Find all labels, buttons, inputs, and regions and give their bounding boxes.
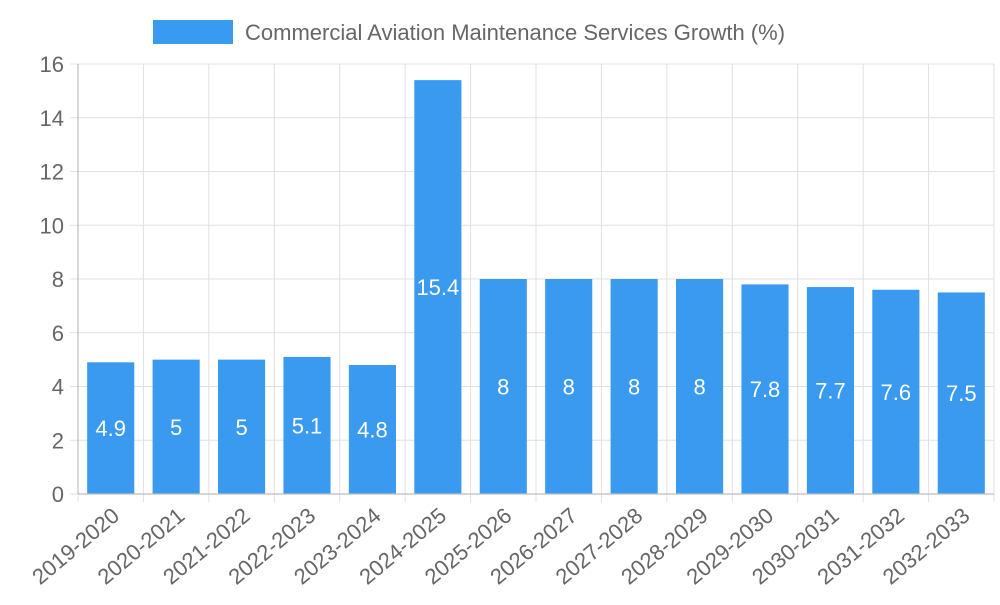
bar[interactable] (676, 279, 724, 494)
y-tick-label: 0 (52, 482, 64, 507)
bar-value-label: 7.6 (881, 380, 912, 405)
bar-value-label: 4.8 (357, 418, 388, 443)
bar-value-label: 7.8 (750, 377, 781, 402)
gridlines (70, 63, 995, 502)
bar[interactable] (806, 287, 854, 494)
bar-value-label: 8 (497, 375, 509, 400)
bar[interactable] (218, 359, 266, 494)
bar-value-label: 15.4 (416, 275, 459, 300)
bar-value-label: 4.9 (95, 416, 126, 441)
bar[interactable] (348, 365, 396, 494)
y-tick-label: 16 (40, 52, 64, 77)
bar-value-label: 5.1 (292, 413, 323, 438)
legend-swatch (153, 20, 233, 44)
y-tick-label: 6 (52, 321, 64, 346)
bar[interactable] (87, 362, 135, 494)
bar-value-label: 8 (563, 375, 575, 400)
bar-value-label: 8 (693, 375, 705, 400)
bar-value-label: 7.7 (815, 379, 846, 404)
y-tick-label: 12 (40, 160, 64, 185)
bar[interactable] (872, 289, 920, 494)
bar[interactable] (283, 356, 331, 494)
bar-value-label: 7.5 (946, 381, 977, 406)
y-axis-ticks: 0 2 4 6 8 10 12 14 16 (40, 52, 64, 507)
axes (77, 64, 994, 495)
x-axis-ticks: 2019-20202020-20212021-20222022-20232023… (27, 503, 974, 590)
legend-label: Commercial Aviation Maintenance Services… (245, 20, 785, 45)
legend[interactable]: Commercial Aviation Maintenance Services… (153, 20, 785, 45)
bar[interactable] (937, 292, 985, 494)
y-tick-label: 14 (40, 106, 64, 131)
bar[interactable] (610, 279, 658, 494)
bar-value-label: 5 (235, 415, 247, 440)
bar[interactable] (414, 80, 462, 494)
y-tick-label: 10 (40, 213, 64, 238)
data-labels: 4.9 5 5 5.1 4.8 15.4 8 8 8 8 7.8 7.7 7.6 7.5 (95, 275, 976, 442)
bars (87, 80, 985, 494)
y-tick-label: 8 (52, 267, 64, 292)
bar[interactable] (741, 284, 789, 494)
y-tick-label: 2 (52, 428, 64, 453)
bar[interactable] (545, 279, 593, 494)
y-tick-label: 4 (52, 375, 64, 400)
bar[interactable] (152, 359, 200, 494)
bar[interactable] (479, 279, 527, 494)
bar-value-label: 5 (170, 415, 182, 440)
bar-value-label: 8 (628, 375, 640, 400)
